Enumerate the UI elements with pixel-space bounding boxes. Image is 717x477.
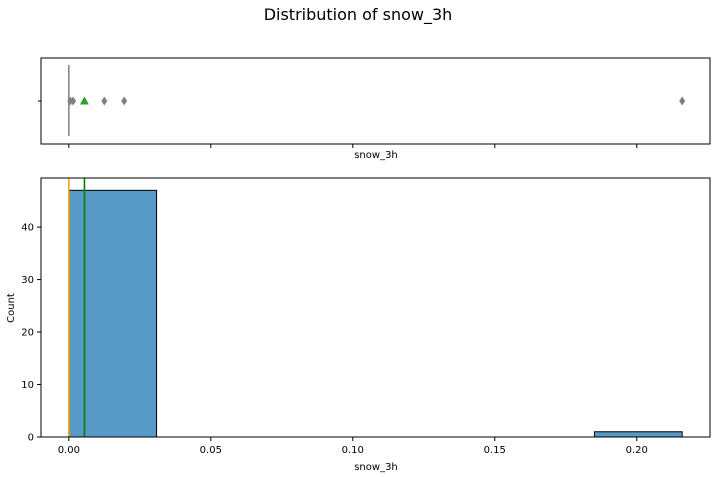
histogram-y-ticks: 0 10 20 30 40 — [21, 223, 41, 444]
boxplot-x-ticks — [68, 144, 638, 148]
boxplot-x-label: snow_3h — [354, 150, 398, 161]
y-tick-label: 10 — [21, 380, 34, 391]
histogram-reference-lines — [68, 178, 86, 437]
y-tick-label: 0 — [28, 433, 34, 444]
x-tick-label: 0.00 — [58, 445, 80, 456]
boxplot-outlier — [70, 96, 77, 106]
x-tick-label: 0.10 — [342, 445, 364, 456]
y-tick-label: 20 — [21, 328, 34, 339]
histogram-panel: 0.00 0.05 0.10 0.15 0.20 0 10 20 30 40 snow_3h C… — [6, 177, 711, 473]
boxplot-panel: snow_3h — [38, 57, 711, 161]
boxplot-outlier — [121, 96, 128, 106]
y-tick-label: 40 — [21, 223, 34, 234]
histogram-bar — [593, 431, 683, 438]
x-tick-label: 0.20 — [626, 445, 648, 456]
boxplot-outlier — [101, 96, 108, 106]
boxplot-mean-marker — [79, 96, 89, 105]
boxplot-marks — [67, 65, 686, 136]
figure-title: Distribution of snow_3h — [264, 5, 453, 25]
x-tick-label: 0.15 — [484, 445, 506, 456]
histogram-x-ticks: 0.00 0.05 0.10 0.15 0.20 — [58, 437, 648, 456]
boxplot-outlier — [679, 96, 686, 106]
histogram-bar — [68, 189, 158, 438]
boxplot-frame — [40, 57, 711, 145]
histogram-frame — [40, 177, 711, 438]
histogram-bars — [68, 189, 683, 438]
histogram-y-label: Count — [6, 293, 17, 323]
histogram-x-label: snow_3h — [354, 462, 398, 473]
y-tick-label: 30 — [21, 275, 34, 286]
x-tick-label: 0.05 — [200, 445, 222, 456]
